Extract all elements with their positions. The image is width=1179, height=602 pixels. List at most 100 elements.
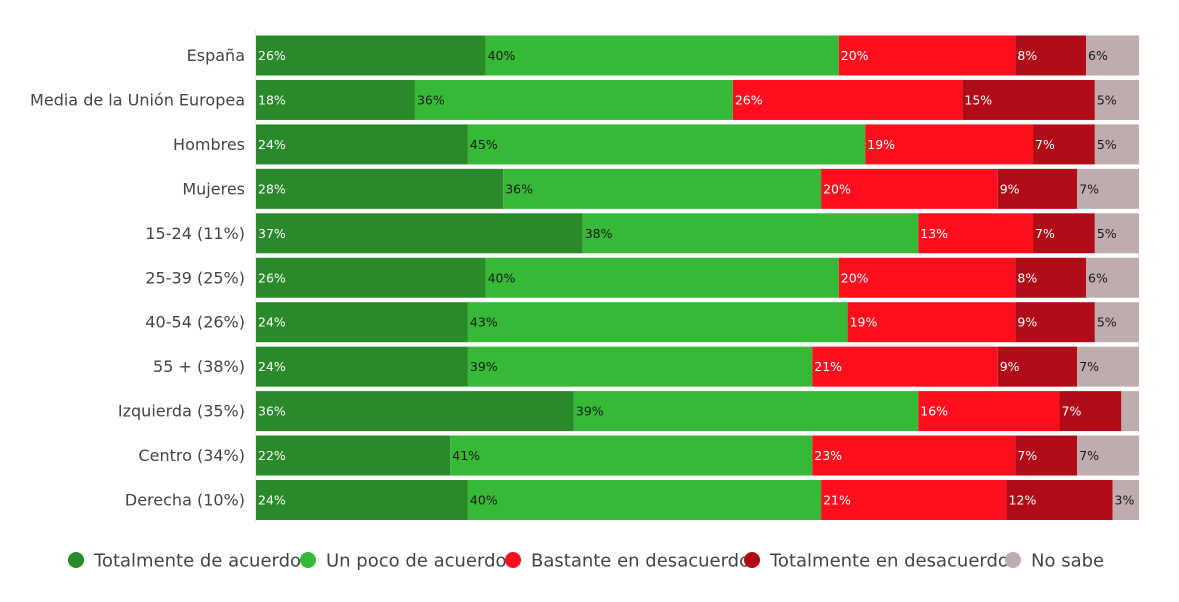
bar-segment[interactable] (1015, 257, 1087, 298)
bar-segment[interactable] (1015, 302, 1095, 343)
data-label: 9% (1000, 359, 1020, 374)
bar-segment[interactable] (847, 302, 1016, 343)
data-label: 19% (850, 315, 878, 330)
data-label: 40% (488, 270, 516, 285)
bar-segment[interactable] (865, 124, 1034, 165)
bar-segment[interactable] (467, 346, 813, 387)
bar-segment[interactable] (997, 346, 1078, 387)
bar-segment[interactable] (1059, 391, 1122, 432)
category-label: 15-24 (11%) (145, 224, 245, 243)
bar-segment[interactable] (1094, 79, 1139, 120)
bar-segment[interactable] (1086, 35, 1139, 76)
bar-segment[interactable] (1077, 435, 1139, 476)
bar-segment[interactable] (256, 124, 468, 165)
bar-segment[interactable] (450, 435, 813, 476)
bar-segment[interactable] (812, 435, 1016, 476)
bar-segment[interactable] (414, 79, 733, 120)
bar-segment[interactable] (467, 124, 866, 165)
data-label: 39% (470, 359, 498, 374)
data-label: 24% (258, 359, 286, 374)
data-label: 7% (1079, 181, 1099, 196)
bar-segment[interactable] (1015, 435, 1078, 476)
bar-segment[interactable] (467, 480, 822, 520)
bar-segment[interactable] (256, 168, 504, 209)
data-label: 16% (920, 404, 948, 419)
bar-segment[interactable] (1077, 346, 1139, 387)
bar-segment[interactable] (1094, 302, 1139, 343)
data-label: 28% (258, 181, 286, 196)
bar-segment[interactable] (485, 35, 839, 76)
data-label: 7% (1079, 448, 1099, 463)
data-label: 26% (735, 92, 763, 107)
bar-segment[interactable] (1033, 124, 1095, 165)
bar-segment[interactable] (962, 79, 1095, 120)
bar-segment[interactable] (256, 257, 486, 298)
data-label: 6% (1088, 270, 1108, 285)
bar-segment[interactable] (256, 346, 468, 387)
data-label: 6% (1088, 48, 1108, 63)
bar-segment[interactable] (918, 391, 1060, 432)
bar-segment[interactable] (1112, 480, 1139, 520)
bar-segment[interactable] (1033, 213, 1095, 254)
bar-segment[interactable] (256, 213, 583, 254)
category-label: 25-39 (25%) (145, 268, 245, 287)
data-label: 8% (1017, 48, 1037, 63)
data-label: 12% (1009, 493, 1037, 508)
data-label: 40% (470, 493, 498, 508)
bar-segment[interactable] (256, 302, 468, 343)
bar-segment[interactable] (838, 257, 1016, 298)
bar-segment[interactable] (918, 213, 1034, 254)
data-label: 20% (823, 181, 851, 196)
bar-segment[interactable] (256, 391, 574, 432)
data-label: 36% (505, 181, 533, 196)
data-label: 7% (1062, 404, 1082, 419)
data-label: 24% (258, 493, 286, 508)
bar-segment[interactable] (1015, 35, 1087, 76)
data-label: 20% (841, 270, 869, 285)
bar-segment[interactable] (485, 257, 839, 298)
bar-segment[interactable] (821, 168, 998, 209)
bar-segment[interactable] (838, 35, 1016, 76)
data-label: 9% (1017, 315, 1037, 330)
bar-segment[interactable] (732, 79, 963, 120)
data-label: 23% (814, 448, 842, 463)
data-label: 36% (258, 404, 286, 419)
data-label: 37% (258, 226, 286, 241)
bar-segment[interactable] (1121, 391, 1139, 432)
bar-segment[interactable] (821, 480, 1007, 520)
bar-segment[interactable] (1077, 168, 1139, 209)
legend-item[interactable]: Un poco de acuerdo (300, 551, 507, 572)
bar-segment[interactable] (256, 35, 486, 76)
data-label: 21% (814, 359, 842, 374)
bar-segment[interactable] (467, 302, 848, 343)
data-label: 5% (1097, 315, 1117, 330)
bars-group: 26% 40% 20% 8% 6% 18% 36% 26% 15% 5% 24% 45% 19% 7% 5%… (255, 30, 1139, 522)
legend-item[interactable]: Bastante en desacuerdo (505, 551, 750, 572)
data-label: 24% (258, 137, 286, 152)
legend-item[interactable]: Totalmente de acuerdo (68, 551, 301, 572)
bar-segment[interactable] (1086, 257, 1139, 298)
data-label: 38% (585, 226, 613, 241)
bar-segment[interactable] (573, 391, 919, 432)
bar-segment[interactable] (256, 435, 451, 476)
data-label: 22% (258, 448, 286, 463)
data-label: 15% (964, 92, 992, 107)
legend-item[interactable]: No sabe (1005, 551, 1104, 572)
data-label: 20% (841, 48, 869, 63)
bar-segment[interactable] (1094, 124, 1139, 165)
bar-segment[interactable] (503, 168, 822, 209)
bar-segment[interactable] (812, 346, 998, 387)
bar-segment[interactable] (1006, 480, 1113, 520)
data-label: 24% (258, 315, 286, 330)
legend-label: Totalmente en desacuerdo (769, 551, 1009, 572)
bar-segment[interactable] (582, 213, 919, 254)
data-label: 18% (258, 92, 286, 107)
legend-item[interactable]: Totalmente en desacuerdo (744, 551, 1009, 572)
legend-label: No sabe (1031, 551, 1104, 572)
category-label: Mujeres (182, 179, 245, 198)
bar-segment[interactable] (256, 480, 468, 520)
category-label: Hombres (173, 135, 245, 154)
bar-segment[interactable] (997, 168, 1078, 209)
bar-segment[interactable] (1094, 213, 1139, 254)
bar-segment[interactable] (256, 79, 415, 120)
